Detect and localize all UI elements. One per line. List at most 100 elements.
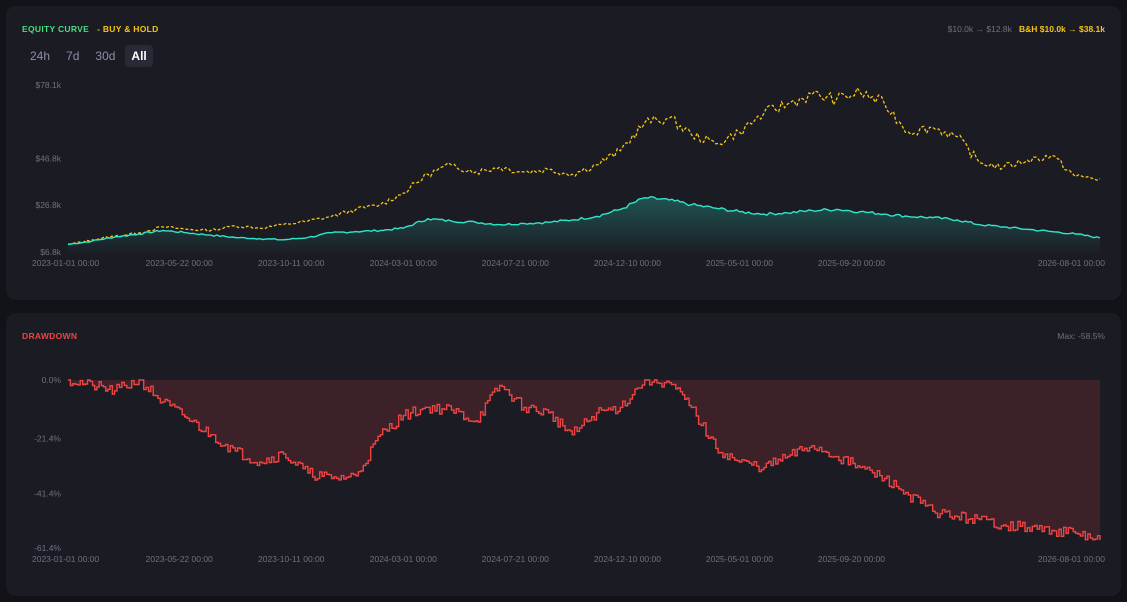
strategy-point [978,223,980,225]
strategy-point [786,212,788,214]
buy-hold-point [595,164,597,166]
strategy-point [571,219,573,221]
strategy-point [715,207,717,209]
strategy-point [956,219,958,221]
equity-x-tick: 2024-03-01 00:00 [370,258,437,268]
drawdown-point [644,379,646,381]
strategy-point [330,232,332,234]
drawdown-point [595,412,597,414]
tab-30d[interactable]: 30d [95,49,116,63]
buy-hold-point [1003,166,1005,168]
drawdown-point [307,472,309,474]
drawdown-point [1051,529,1053,531]
strategy-point [234,236,236,238]
summary-strategy: $10.0k → $12.8k [947,24,1012,34]
buy-hold-point [259,227,261,229]
buy-hold-point [498,166,500,168]
buy-hold-point [138,232,140,234]
drawdown-point [91,384,93,386]
buy-hold-point [932,126,934,128]
strategy-point [811,209,813,211]
buy-hold-point [619,150,621,152]
drawdown-panel: DRAWDOWN Max: -58.5% 0.0% -21.4% -41.4% -61… [6,313,1121,596]
drawdown-x-tick: 2023-05-22 00:00 [146,554,213,564]
strategy-point [619,208,621,210]
drawdown-x-tick: 2024-12-10 00:00 [594,554,661,564]
buy-hold-point [571,173,573,175]
buy-hold-point [161,226,163,228]
equity-x-tick: 2023-05-22 00:00 [146,258,213,268]
buy-hold-point [644,122,646,124]
buy-hold-point [1074,175,1076,177]
strategy-point [186,232,188,234]
drawdown-point [619,406,621,408]
drawdown-point [1099,539,1101,541]
drawdown-y-tick: -61.4% [34,543,61,553]
timeframe-tabs: 24h 7d 30d All [24,45,153,67]
drawdown-x-tick: 2023-10-11 00:00 [258,554,325,564]
tab-7d[interactable]: 7d [66,49,80,63]
strategy-point [690,203,692,205]
buy-hold-point [786,103,788,105]
equity-y-tick: $46.8k [35,153,61,163]
drawdown-point [282,453,284,455]
buy-hold-point [282,223,284,225]
drawdown-point [234,450,236,452]
strategy-point [355,230,357,232]
equity-x-tick: 2025-09-20 00:00 [818,258,885,268]
drawdown-point [402,414,404,416]
equity-chart: $6.8k $26.8k $46.8k $78.1k 2023-01-01 00:00… [32,80,1105,268]
drawdown-point [355,475,357,477]
drawdown-point [1026,527,1028,529]
strategy-point [1099,237,1101,239]
strategy-point [210,234,212,236]
strategy-point [282,239,284,241]
buy-hold-point [1099,177,1101,179]
strategy-point [402,227,404,229]
drawdown-line [68,379,1101,541]
drawdown-point [932,510,934,512]
drawdown-point [956,516,958,518]
buy-hold-point [210,229,212,231]
equity-y-tick: $78.1k [35,80,61,90]
drawdown-point [738,461,740,463]
buy-hold-point [1051,154,1053,156]
strategy-point [763,213,765,215]
strategy-point [1003,226,1005,228]
buy-hold-point [307,220,309,222]
drawdown-y-tick: -21.4% [34,434,61,444]
drawdown-point [427,406,429,408]
drawdown-point [571,434,573,436]
strategy-point [161,229,163,231]
drawdown-point [907,494,909,496]
drawdown-point [523,406,525,408]
drawdown-point [138,379,140,381]
strategy-point [835,208,837,210]
equity-summary: $10.0k → $12.8k B&H $10.0k → $38.1k [948,24,1105,34]
drawdown-point [835,455,837,457]
drawdown-x-tick: 2024-07-21 00:00 [482,554,549,564]
drawdown-x-tick: 2026-08-01 00:00 [1038,554,1105,564]
buy-hold-point [402,192,404,194]
drawdown-point [498,384,500,386]
equity-y-tick: $26.8k [35,200,61,210]
drawdown-point [715,447,717,449]
drawdown-point [330,477,332,479]
equity-x-tick: 2026-08-01 00:00 [1038,258,1105,268]
drawdown-x-tick: 2025-09-20 00:00 [818,554,885,564]
drawdown-point [1074,532,1076,534]
strategy-point [259,237,261,239]
equity-curve-panel: EQUITY CURVE - BUY & HOLD $10.0k → $12.8… [6,6,1121,300]
tab-all[interactable]: All [125,45,153,67]
strategy-point [883,213,885,215]
buy-hold-point [186,228,188,230]
tab-24h[interactable]: 24h [30,49,51,63]
drawdown-point [811,444,813,446]
drawdown-point [763,466,765,468]
strategy-point [644,196,646,198]
drawdown-point [161,401,163,403]
buy-hold-point [379,203,381,205]
strategy-point [1051,230,1053,232]
drawdown-point [113,390,115,392]
drawdown-point [978,518,980,520]
